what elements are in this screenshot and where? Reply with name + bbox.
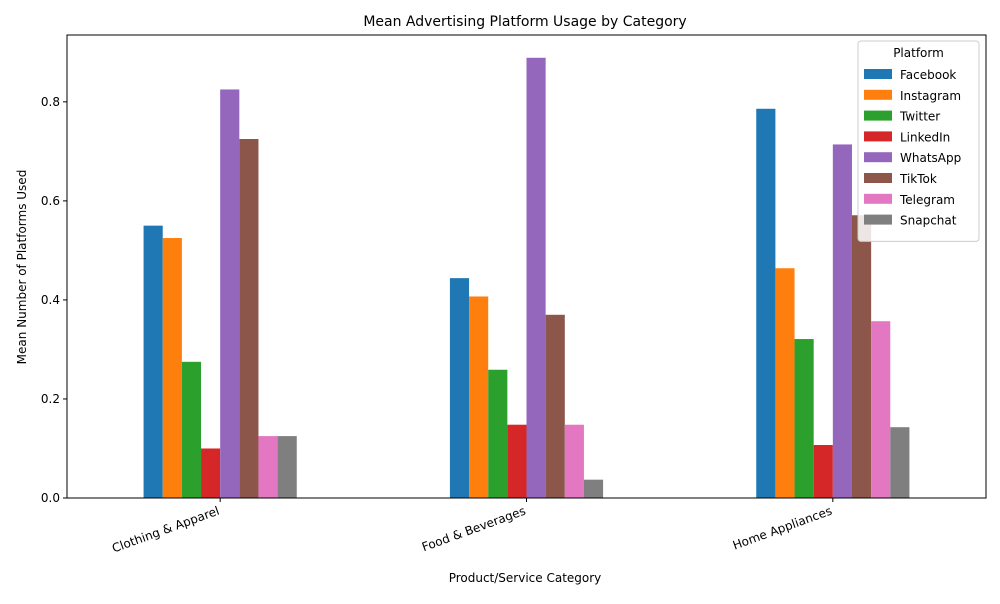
legend-swatch-telegram [864, 193, 892, 204]
legend-swatch-facebook [864, 69, 892, 79]
legend-swatch-twitter [864, 110, 892, 121]
bar-facebook-2 [449, 278, 470, 498]
bar-facebook-1 [143, 225, 163, 498]
bar-telegram-1 [258, 436, 278, 498]
x-axis: Clothing & Apparel Food & Beverages Home A… [110, 498, 834, 555]
bar-snapchat-2 [583, 479, 604, 498]
y-tick-label: 0.4 [41, 293, 60, 307]
bar-tiktok-1 [239, 138, 259, 499]
bar-linkedin-2 [507, 424, 527, 498]
chart-title: Mean Advertising Platform Usage by Categ… [363, 14, 686, 30]
y-tick-label: 0.0 [41, 491, 60, 505]
legend-label-instagram: Instagram [900, 89, 961, 103]
legend-swatch-instagram [864, 89, 892, 100]
bar-instagram-2 [469, 296, 489, 498]
bar-linkedin-1 [201, 448, 221, 498]
legend-label-linkedin: LinkedIn [900, 130, 950, 144]
bar-instagram-1 [162, 238, 182, 498]
legend-swatch-snapchat [864, 214, 892, 225]
bar-linkedin-3 [813, 445, 833, 498]
y-tick-label: 0.2 [41, 392, 60, 406]
bar-twitter-3 [794, 339, 814, 498]
legend-label-twitter: Twitter [899, 110, 940, 124]
legend-swatch-tiktok [864, 173, 892, 183]
x-axis-label: Product/Service Category [449, 571, 602, 585]
legend-label-facebook: Facebook [900, 68, 956, 82]
plot-frame [66, 34, 987, 499]
x-tick-label: Food & Beverages [420, 504, 528, 555]
y-tick-label: 0.8 [41, 95, 60, 109]
y-axis: 0.0 0.2 0.4 0.6 0.8 [41, 95, 67, 505]
bar-tiktok-3 [851, 215, 872, 498]
bar-instagram-3 [775, 268, 795, 498]
bar-snapchat-3 [890, 427, 910, 498]
bar-telegram-3 [871, 321, 891, 498]
legend-swatch-whatsapp [864, 152, 892, 163]
y-axis-label: Mean Number of Platforms Used [15, 170, 29, 365]
legend-title: Platform [893, 46, 944, 60]
bar-twitter-2 [488, 369, 508, 498]
bars-group [143, 57, 910, 499]
legend-label-telegram: Telegram [899, 193, 955, 207]
legend-label-whatsapp: WhatsApp [900, 151, 961, 165]
bar-twitter-1 [181, 361, 202, 498]
legend: Platform Facebook Instagram Twitter LinkedIn… [857, 40, 980, 242]
legend-label-tiktok: TikTok [899, 172, 937, 186]
y-tick-label: 0.6 [41, 194, 60, 208]
bar-whatsapp-3 [832, 144, 852, 498]
x-tick-label: Clothing & Apparel [110, 504, 221, 556]
bar-facebook-3 [756, 108, 776, 498]
bar-telegram-2 [564, 424, 584, 498]
legend-label-snapchat: Snapchat [900, 214, 957, 228]
x-tick-label: Home Appliances [731, 504, 834, 553]
bar-snapchat-1 [277, 436, 297, 498]
bar-tiktok-2 [545, 314, 565, 498]
bar-whatsapp-1 [220, 89, 240, 498]
bar-whatsapp-2 [526, 57, 546, 498]
legend-swatch-linkedin [864, 131, 892, 142]
